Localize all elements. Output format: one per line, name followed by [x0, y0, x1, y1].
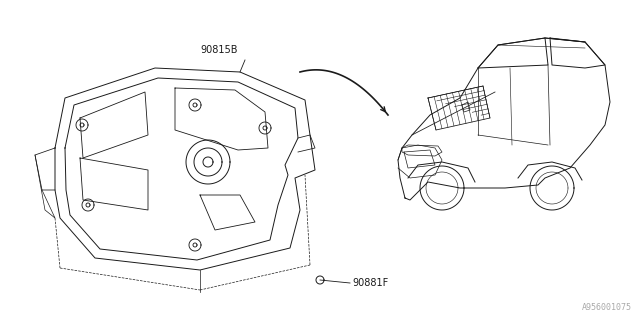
Text: 90815B: 90815B [200, 45, 237, 55]
Text: A956001075: A956001075 [582, 303, 632, 312]
Text: 90881F: 90881F [352, 278, 388, 288]
